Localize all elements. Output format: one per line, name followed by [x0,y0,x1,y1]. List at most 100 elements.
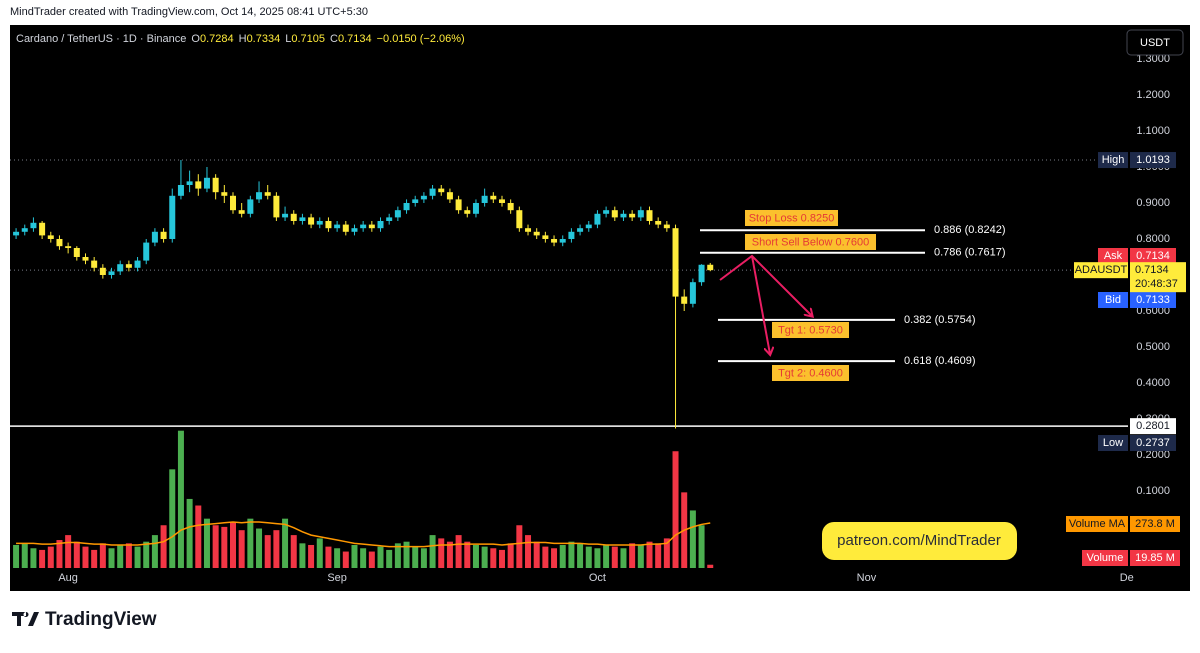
y-tick-label: 1.2000 [1136,89,1170,101]
candle-body [186,181,193,185]
candle-body [212,177,219,193]
candle-body [568,231,575,239]
trade-note: Stop Loss 0.8250 [749,212,835,224]
volume-bar [308,544,315,568]
fib-label: 0.382 (0.5754) [904,314,976,326]
volume-bar [533,541,540,568]
low-badge-value-box [1130,435,1176,451]
candle-body [308,217,315,225]
candle-body [290,213,297,221]
volume-bar [481,546,488,568]
y-tick-label: 0.8000 [1136,233,1170,245]
volume-bar [39,549,46,568]
volume-value-box [1130,550,1180,566]
volume-bar [151,535,158,568]
candle-body [134,260,141,268]
candle-body [299,217,306,221]
low-badge-label-box [1098,435,1128,451]
candle-body [429,188,436,196]
volume-bar [611,546,618,568]
volume-bar [325,546,332,568]
volume-bar [585,546,592,568]
volume-bar [91,549,98,568]
x-tick-label: Aug [58,572,78,584]
volume-bar [30,548,37,568]
currency-button[interactable]: USDT [1126,29,1184,56]
volume-bar [177,430,184,568]
volume-bar [507,543,514,568]
volume-bar [195,505,202,568]
currency-label[interactable]: USDT [1140,37,1170,49]
watermark-box[interactable] [822,522,1017,560]
candle-body [403,202,410,211]
brand-icon [12,612,39,626]
candle-body [542,235,549,239]
x-tick-label: De [1120,572,1134,584]
y-tick-label: 0.4000 [1136,377,1170,389]
arrows [719,254,812,354]
volume-bar [689,510,696,568]
x-tick-label: Nov [857,572,877,584]
candle-body [490,195,497,200]
candle-body [273,195,280,218]
candle-body [420,195,427,200]
trade-note-box [772,365,849,381]
watermark-text[interactable]: patreon.com/MindTrader [837,532,1001,549]
volume-bar [117,544,124,568]
last-label-box [1074,262,1128,279]
arrow [719,254,812,316]
candle-body [82,256,89,261]
brand-name: TradingView [45,609,157,630]
high-badge: High 1.0193 [1098,152,1176,169]
candle-body [177,184,184,196]
candle-body [238,210,245,214]
volume-bar [21,543,28,568]
volume-bar [551,548,558,568]
candle-body [143,242,150,261]
candle-body [65,246,72,248]
ask-badge-value: 0.7134 [1136,250,1170,262]
candle-body [637,210,644,218]
volume-bar [47,546,54,568]
volume-bar [394,543,401,568]
volume-bar [516,525,523,568]
last-label: ADAUSDT [1075,264,1128,276]
ohlc-value: 0.7134 [338,33,372,45]
volume-bar [655,543,662,568]
volume-bar [316,538,323,568]
watermark[interactable]: patreon.com/MindTrader [822,522,1017,560]
volume-bar [542,546,549,568]
volume-bar [247,518,254,568]
candle-body [603,210,610,214]
candle-body [394,210,401,218]
high-badge-label: High [1102,154,1125,166]
candle-body [412,199,419,203]
ask-badge-label-box [1098,248,1128,264]
volume-bar [637,544,644,568]
volume-bar [212,525,219,568]
ohlc-value: 0.7284 [200,33,234,45]
candle-body [629,213,636,218]
plot: 0.10000.20000.30000.40000.50000.60000.70… [10,33,1186,584]
volume-bar [282,518,289,568]
candle-body [438,188,445,193]
volume-bar [646,541,653,568]
ask-badge-value-box [1130,248,1176,264]
y-tick-label: 0.2000 [1136,449,1170,461]
candle-body [455,199,462,211]
bid-badge-label-box [1098,292,1128,308]
symbol: Cardano / TetherUS · 1D · Binance [16,33,186,45]
candle-body [169,195,176,239]
volume-bar [438,538,445,568]
volume-bar [238,530,245,568]
volume-bar [412,546,419,568]
header-text: MindTrader created with TradingView.com,… [10,6,368,18]
volume-ma-value: 273.8 M [1135,518,1175,530]
y-tick-label: 1.1000 [1136,125,1170,137]
fib-label: 0.786 (0.7617) [934,247,1006,259]
ohlc-value: 0.7105 [291,33,325,45]
trade-note: Short Sell Below 0.7600 [752,236,869,248]
candle-body [203,177,210,189]
currency-button-box[interactable] [1126,29,1184,56]
volume-value: 19.85 M [1135,552,1175,564]
